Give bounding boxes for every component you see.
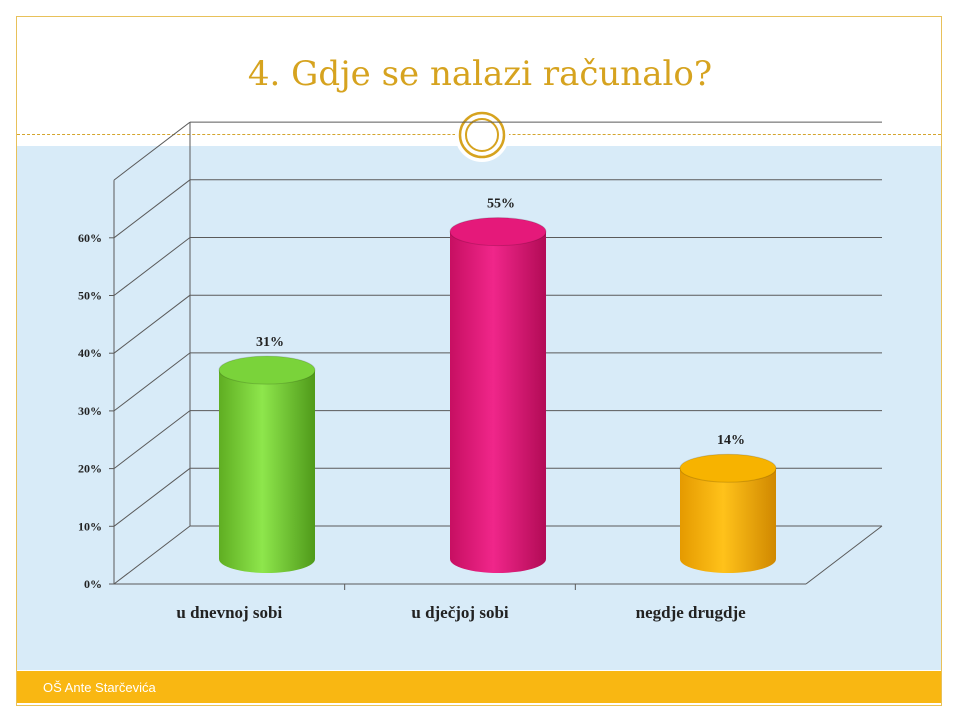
- y-tick-label: 10%: [78, 519, 102, 533]
- bar-top: [218, 355, 316, 385]
- gridline-diagonal: [113, 294, 191, 354]
- gridline-diagonal: [113, 410, 191, 469]
- gridline-diagonal: [113, 237, 191, 296]
- data-label: 14%: [717, 433, 745, 448]
- data-label: 55%: [487, 197, 515, 212]
- bar-top: [449, 217, 547, 247]
- y-tick-label: 60%: [78, 231, 102, 245]
- floor-edge: [805, 525, 883, 585]
- bar-body: [450, 231, 546, 573]
- bar-body: [680, 468, 776, 573]
- bar-3: [679, 453, 777, 573]
- bar-2: [449, 217, 547, 573]
- y-tick-label: 50%: [78, 289, 102, 303]
- circle-ornament-icon: [455, 108, 509, 162]
- y-tick-label: 30%: [78, 404, 102, 418]
- gridline-diagonal: [113, 121, 191, 181]
- bar-body: [219, 370, 315, 573]
- data-label: 31%: [256, 335, 284, 350]
- y-tick-label: 20%: [78, 462, 102, 476]
- slide-frame: [16, 16, 942, 706]
- gridline-diagonal: [113, 525, 191, 585]
- footer-bar: OŠ Ante Starčevića: [17, 671, 941, 703]
- bar-top: [679, 453, 777, 483]
- slide-title: 4. Gdje se nalazi računalo?: [247, 54, 713, 94]
- gridline-diagonal: [113, 467, 191, 527]
- y-tick-label: 40%: [78, 346, 102, 360]
- footer-text: OŠ Ante Starčevića: [43, 680, 156, 695]
- x-category-label: u dnevnoj sobi: [176, 603, 282, 622]
- bar-1: [218, 355, 316, 573]
- x-category-label: negdje drugdje: [636, 603, 746, 622]
- y-tick-label: 0%: [84, 577, 102, 591]
- x-category-label: u dječjoj sobi: [411, 603, 509, 622]
- gridline-diagonal: [113, 352, 191, 412]
- gridline-diagonal: [113, 179, 191, 239]
